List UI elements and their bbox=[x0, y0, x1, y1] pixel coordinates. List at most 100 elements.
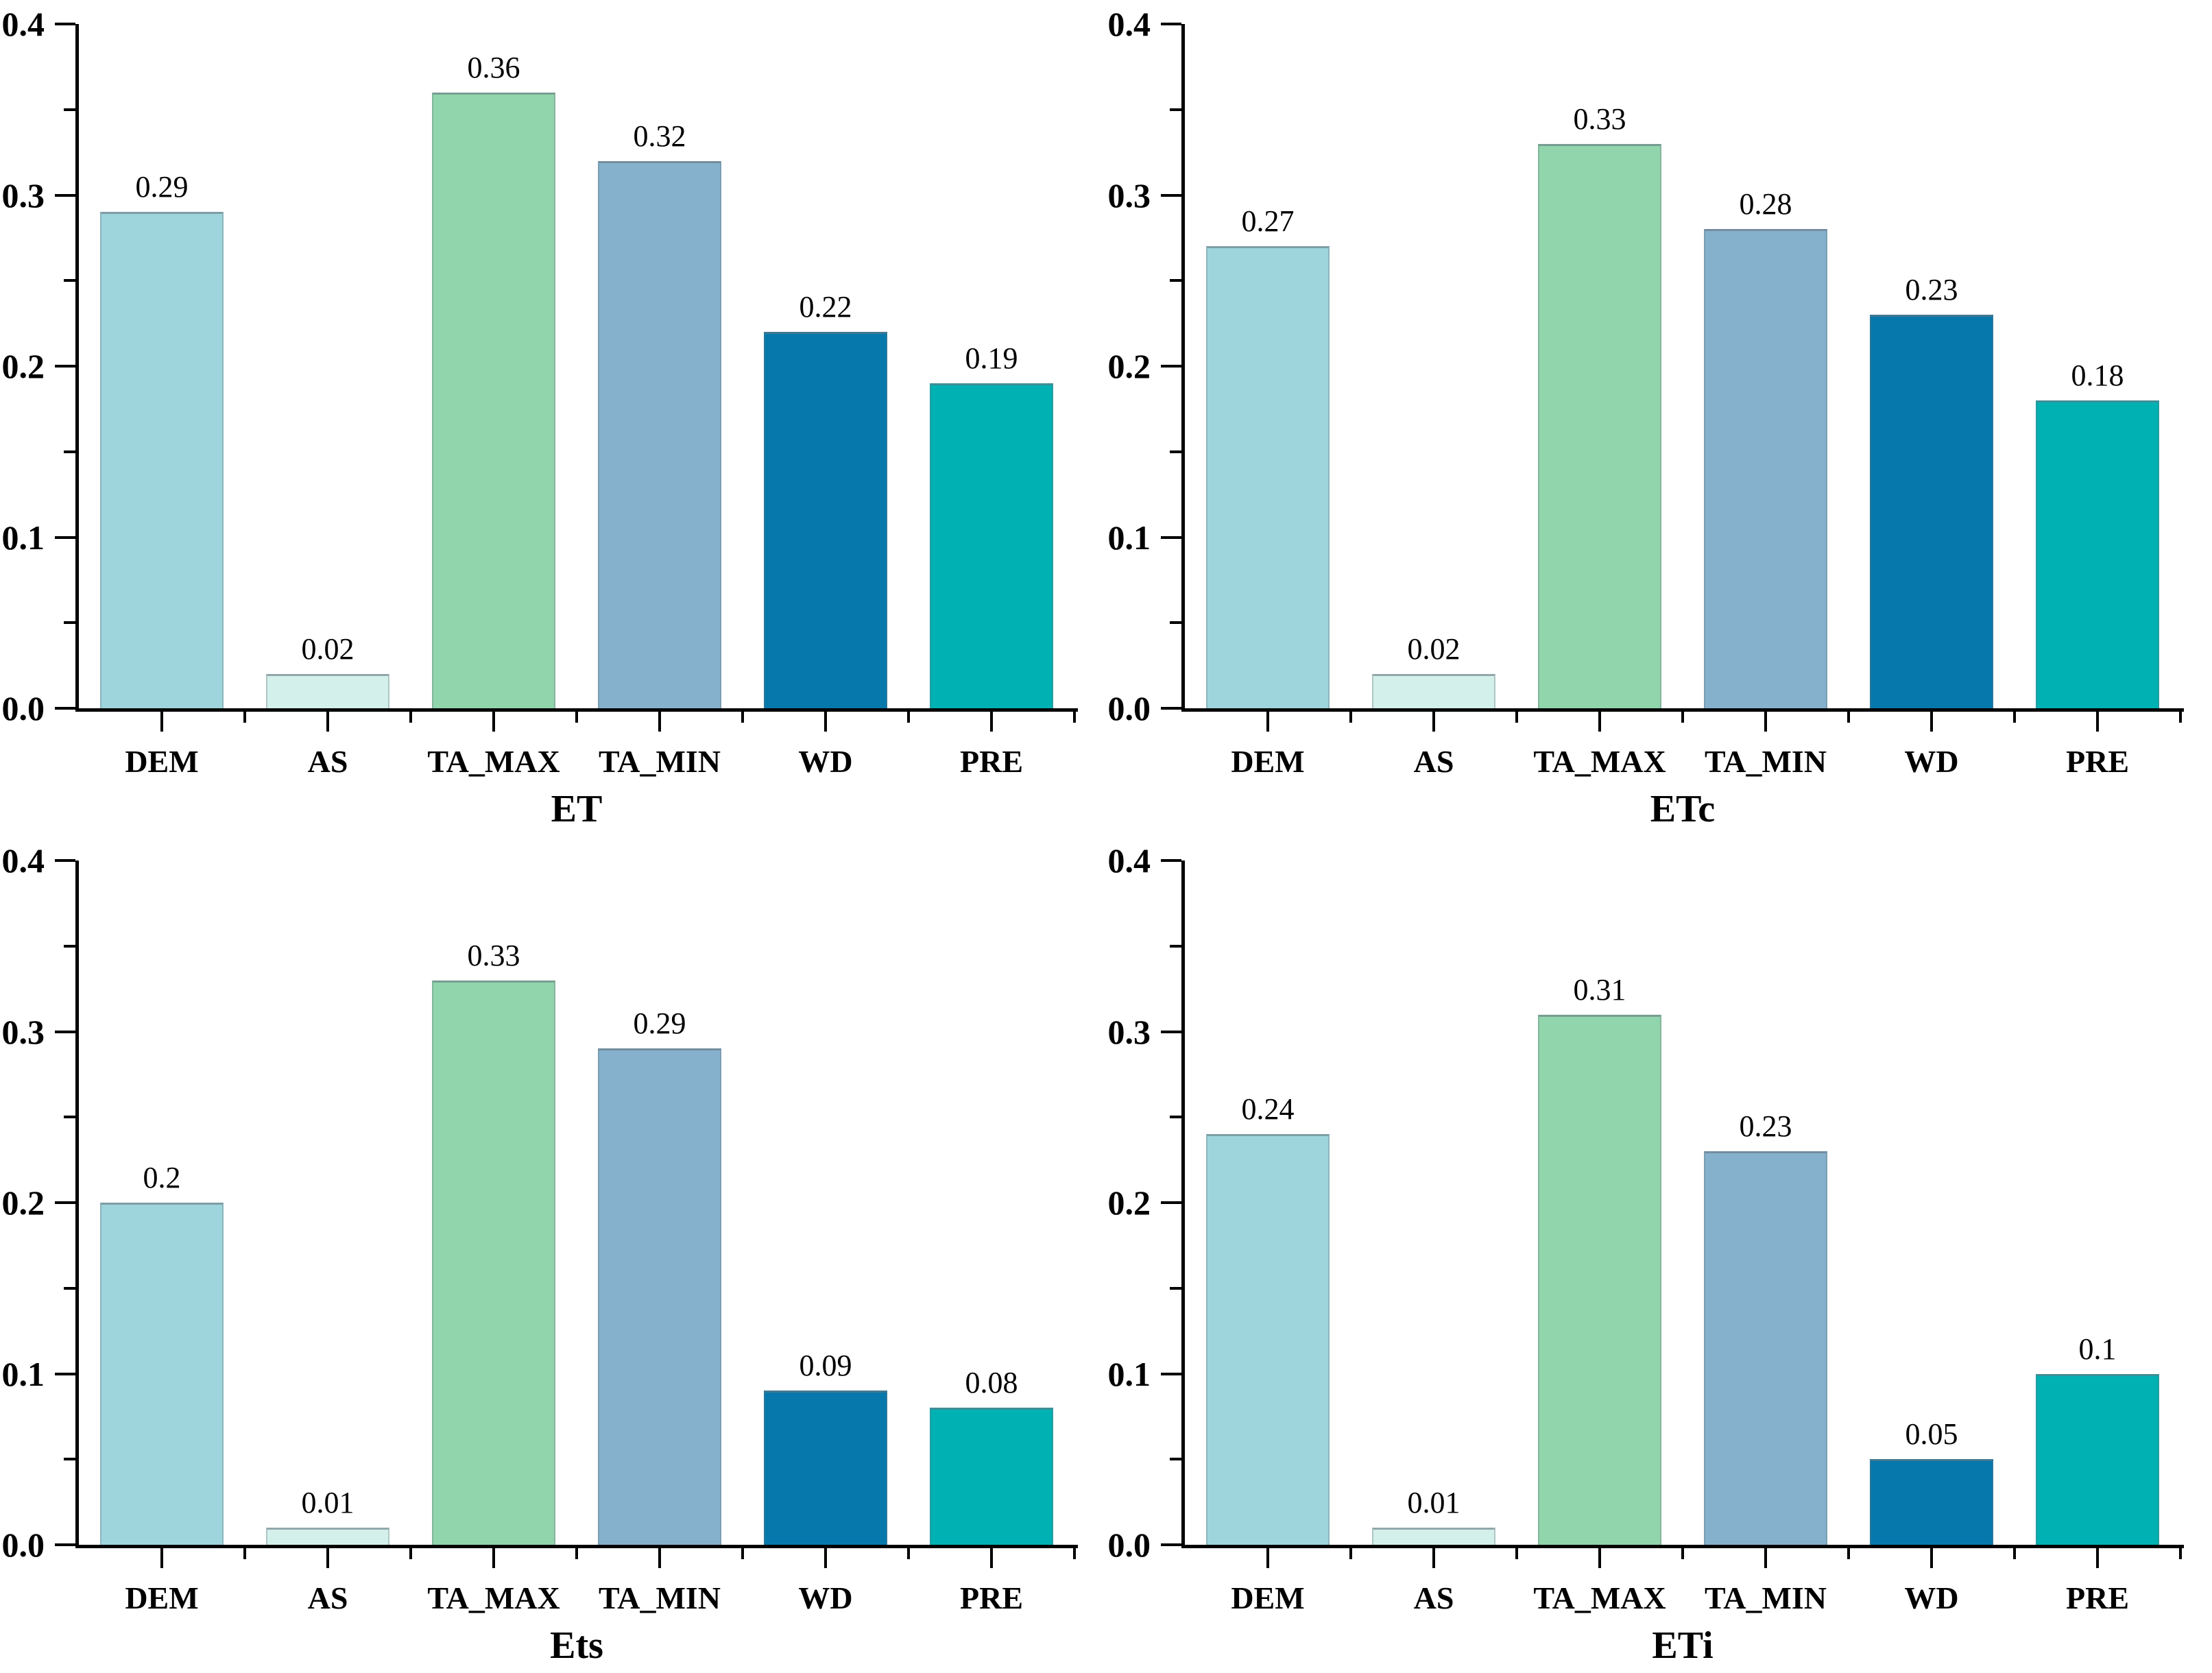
y-minor-tick bbox=[64, 944, 75, 948]
bar-PRE bbox=[930, 383, 1053, 708]
y-axis-spine bbox=[75, 860, 79, 1548]
bar-value-label-TA_MAX: 0.36 bbox=[467, 50, 520, 84]
x-tick-label-AS: AS bbox=[307, 744, 348, 779]
axis-title-ET: ET bbox=[551, 788, 603, 830]
x-minor-tick bbox=[741, 1548, 744, 1559]
x-major-tick bbox=[1266, 711, 1269, 732]
y-minor-tick bbox=[1170, 944, 1181, 948]
x-major-tick bbox=[492, 711, 495, 732]
y-minor-tick bbox=[1170, 621, 1181, 625]
bar-TA_MIN bbox=[598, 160, 721, 708]
y-minor-tick bbox=[64, 621, 75, 625]
bar-WD bbox=[764, 1391, 887, 1545]
x-tick-label-WD: WD bbox=[1904, 1580, 1959, 1615]
bar-AS bbox=[1372, 1528, 1495, 1545]
bar-TA_MIN bbox=[1704, 229, 1827, 708]
y-major-tick bbox=[55, 1201, 75, 1204]
y-minor-tick bbox=[64, 279, 75, 282]
chart-Ets: 0.0 0.1 0.2 0.3 0.4 DEM 0.2 AS 0.01 TA_MAX 0.33 TA_… bbox=[0, 836, 1106, 1673]
x-minor-tick bbox=[243, 1548, 246, 1559]
x-minor-tick bbox=[575, 711, 578, 723]
x-tick-label-DEM: DEM bbox=[125, 1580, 199, 1615]
bar-PRE bbox=[930, 1408, 1053, 1545]
y-major-tick bbox=[55, 1543, 75, 1546]
y-minor-tick bbox=[1170, 279, 1181, 282]
x-major-tick bbox=[824, 1548, 827, 1568]
x-tick-label-TA_MIN: TA_MIN bbox=[1704, 1580, 1827, 1615]
bar-PRE bbox=[2036, 400, 2159, 708]
y-tick-label: 0.0 bbox=[1107, 689, 1151, 727]
x-tick-label-WD: WD bbox=[1904, 744, 1959, 779]
bar-value-label-DEM: 0.27 bbox=[1241, 204, 1295, 239]
x-tick-label-PRE: PRE bbox=[960, 744, 1023, 779]
x-axis-spine bbox=[75, 1545, 1078, 1548]
x-major-tick bbox=[326, 711, 329, 732]
bar-TA_MAX bbox=[1538, 1014, 1661, 1545]
y-tick-label: 0.3 bbox=[1107, 176, 1151, 215]
x-tick-label-TA_MIN: TA_MIN bbox=[598, 1580, 721, 1615]
y-minor-tick bbox=[64, 450, 75, 453]
y-minor-tick bbox=[64, 1286, 75, 1290]
y-major-tick bbox=[1161, 193, 1181, 197]
y-major-tick bbox=[55, 1030, 75, 1033]
bar-WD bbox=[1870, 315, 1993, 708]
bar-AS bbox=[266, 1528, 389, 1545]
x-minor-tick bbox=[907, 1548, 910, 1559]
x-major-tick bbox=[1432, 711, 1435, 732]
x-major-tick bbox=[1930, 711, 1933, 732]
x-tick-label-DEM: DEM bbox=[1231, 1580, 1305, 1615]
bar-value-label-DEM: 0.24 bbox=[1241, 1092, 1295, 1127]
y-tick-label: 0.0 bbox=[1, 1526, 45, 1564]
bar-value-label-TA_MAX: 0.31 bbox=[1573, 972, 1626, 1007]
y-tick-label: 0.2 bbox=[1, 347, 45, 385]
bar-value-label-TA_MAX: 0.33 bbox=[467, 938, 520, 972]
x-minor-tick bbox=[1073, 711, 1076, 723]
bar-AS bbox=[1372, 674, 1495, 708]
x-minor-tick bbox=[1847, 711, 1850, 723]
x-tick-label-AS: AS bbox=[1413, 1580, 1454, 1615]
y-major-tick bbox=[55, 23, 75, 25]
bar-value-label-WD: 0.23 bbox=[1905, 273, 1958, 307]
bar-value-label-PRE: 0.18 bbox=[2071, 358, 2124, 392]
y-tick-label: 0.4 bbox=[1107, 5, 1151, 43]
x-major-tick bbox=[1764, 711, 1767, 732]
bar-TA_MIN bbox=[598, 1048, 721, 1545]
y-minor-tick bbox=[1170, 1116, 1181, 1119]
y-axis-spine bbox=[1181, 860, 1185, 1548]
bar-value-label-WD: 0.09 bbox=[799, 1349, 852, 1383]
y-tick-label: 0.1 bbox=[1, 518, 45, 557]
y-major-tick bbox=[55, 193, 75, 197]
bar-TA_MIN bbox=[1704, 1151, 1827, 1545]
x-tick-label-TA_MIN: TA_MIN bbox=[1704, 744, 1827, 779]
axis-title-ETc: ETc bbox=[1650, 788, 1716, 830]
y-major-tick bbox=[55, 1372, 75, 1375]
y-tick-label: 0.1 bbox=[1107, 518, 1151, 557]
x-major-tick bbox=[1598, 711, 1601, 732]
bar-value-label-WD: 0.05 bbox=[1905, 1417, 1958, 1452]
bar-value-label-PRE: 0.19 bbox=[965, 341, 1018, 375]
bar-TA_MAX bbox=[432, 92, 555, 708]
bar-value-label-TA_MIN: 0.32 bbox=[633, 119, 686, 153]
bar-value-label-TA_MIN: 0.23 bbox=[1739, 1109, 1792, 1144]
x-minor-tick bbox=[2179, 1548, 2182, 1559]
x-tick-label-TA_MAX: TA_MAX bbox=[1533, 1580, 1666, 1615]
bar-value-label-TA_MAX: 0.33 bbox=[1573, 101, 1626, 136]
x-major-tick bbox=[1266, 1548, 1269, 1568]
y-major-tick bbox=[1161, 1030, 1181, 1033]
x-major-tick bbox=[492, 1548, 495, 1568]
y-tick-label: 0.2 bbox=[1, 1183, 45, 1222]
bar-value-label-PRE: 0.08 bbox=[965, 1366, 1018, 1400]
y-major-tick bbox=[1161, 365, 1181, 368]
chart-ETc: 0.0 0.1 0.2 0.3 0.4 DEM 0.27 AS 0.02 TA_MAX 0.33 TA… bbox=[1106, 0, 2212, 836]
x-minor-tick bbox=[575, 1548, 578, 1559]
x-minor-tick bbox=[409, 1548, 412, 1559]
x-major-tick bbox=[326, 1548, 329, 1568]
x-tick-label-AS: AS bbox=[1413, 744, 1454, 779]
x-major-tick bbox=[824, 711, 827, 732]
y-tick-label: 0.2 bbox=[1107, 1183, 1151, 1222]
bar-WD bbox=[764, 332, 887, 708]
x-minor-tick bbox=[1847, 1548, 1850, 1559]
bar-AS bbox=[266, 674, 389, 708]
y-major-tick bbox=[1161, 707, 1181, 710]
